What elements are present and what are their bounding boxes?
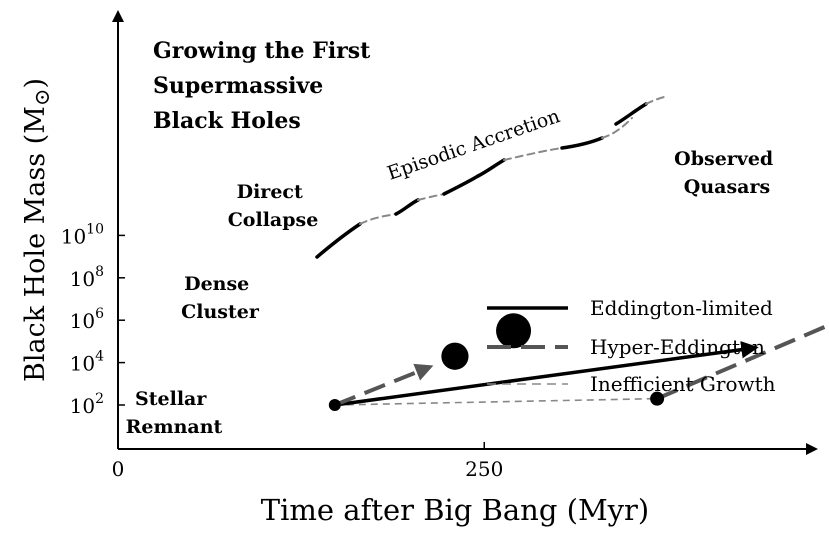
seed-point-dense [441,342,469,370]
growth-arrows [334,322,829,407]
solar-symbol: ⊙ [30,89,54,107]
y-tick-label: 108 [70,264,104,291]
x-tick-label: 0 [112,457,125,481]
x-axis-label: Time after Big Bang (Myr) [261,493,649,527]
seed-points [328,313,665,411]
diagram-title: Growing the First Supermassive Black Hol… [153,38,378,134]
x-tick-label: 250 [465,457,503,481]
hyper-eddington-arrow [334,363,434,407]
seed-point-direct [496,313,532,349]
y-tick-label: 102 [70,391,104,418]
seed-point-pop-seed [650,391,665,406]
y-tick-label: 104 [70,349,104,376]
stellar-remnant-label: Stellar Remnant [126,388,223,438]
inefficient-growth-path [334,397,658,406]
episodic-accretion-track [315,95,669,259]
eddington-limited-arrow [334,340,759,407]
seed-point-stellar [328,399,341,411]
legend-hyper-label: Hyper-Eddington [590,335,765,359]
y-tick-label: 1010 [61,221,104,248]
hyper-eddington-arrow [656,322,829,401]
legend-inefficient-label: Inefficient Growth [590,372,776,396]
y-tick-label: 106 [70,306,104,333]
direct-collapse-label: Direct Collapse [228,181,319,231]
legend-solid-label: Eddington-limited [590,296,773,320]
dense-cluster-label: Dense Cluster [181,273,260,323]
legend: Eddington-limited Hyper-Eddington Ineffi… [487,296,776,396]
observed-quasars-label: Observed Quasars [674,148,780,198]
x-ticks: 0250500750 [112,442,503,481]
episodic-accretion-label: Episodic Accretion [384,105,562,185]
y-ticks: 102 104 106 108 1010 [61,221,125,418]
y-axis-label: Black Hole Mass (M⊙) [20,78,54,382]
